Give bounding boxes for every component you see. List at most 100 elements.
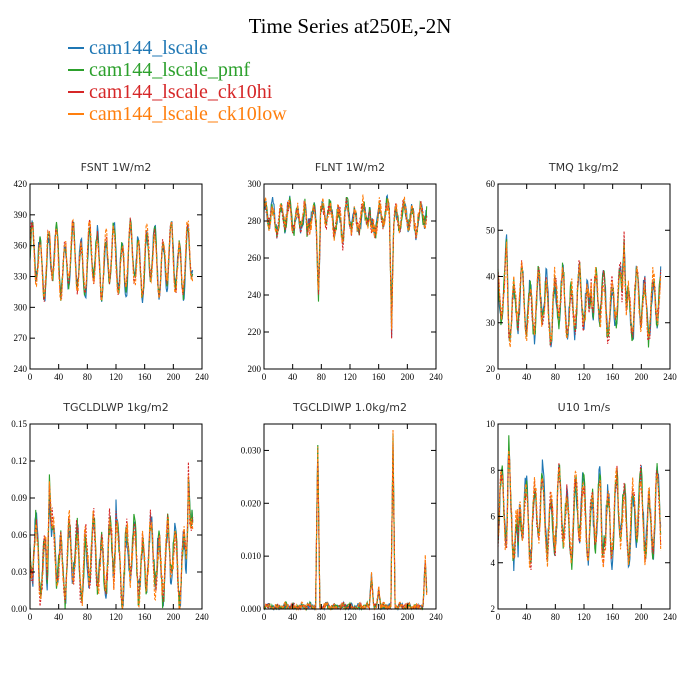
x-tick-label: 40	[522, 372, 532, 382]
series-line	[497, 452, 662, 571]
series-line	[263, 448, 428, 612]
legend-item: cam144_lscale_ck10hi	[68, 81, 287, 103]
series-line	[263, 194, 427, 330]
legend: cam144_lscale cam144_lscale_pmf cam144_l…	[68, 37, 287, 125]
x-tick-label: 200	[635, 372, 649, 382]
x-tick-label: 40	[54, 372, 64, 382]
legend-label: cam144_lscale_ck10hi	[89, 80, 273, 103]
x-tick-label: 120	[577, 372, 591, 382]
x-tick-label: 160	[606, 372, 620, 382]
x-tick-label: 200	[167, 612, 181, 622]
y-tick-label: 60	[486, 179, 496, 189]
x-tick-label: 0	[262, 612, 267, 622]
series-line	[497, 241, 662, 348]
x-tick-label: 240	[195, 372, 209, 382]
legend-item: cam144_lscale_ck10low	[68, 103, 287, 125]
panel-title: TMQ 1kg/m2	[548, 161, 619, 174]
x-tick-label: 0	[262, 372, 267, 382]
legend-label: cam144_lscale_ck10low	[89, 102, 287, 125]
panel: FSNT 1W/m2 0 40 80 120 160 200 240 240 270 300 330 3…	[14, 161, 210, 382]
plot-frame	[263, 423, 437, 610]
x-tick-label: 120	[343, 372, 357, 382]
y-tick-label: 300	[14, 302, 28, 312]
y-tick-label: 0.09	[11, 493, 27, 503]
y-tick-label: 0.15	[11, 419, 27, 429]
x-tick-label: 160	[372, 612, 386, 622]
series-line	[29, 475, 194, 610]
legend-line	[68, 113, 84, 115]
y-tick-label: 240	[248, 290, 262, 300]
y-tick-label: 20	[486, 364, 496, 374]
legend-item: cam144_lscale_pmf	[68, 59, 287, 81]
y-tick-label: 10	[486, 419, 496, 429]
x-tick-label: 240	[663, 612, 677, 622]
x-tick-label: 240	[429, 612, 443, 622]
figure-title: Time Series at250E,-2N	[248, 14, 452, 38]
x-tick-label: 40	[54, 612, 64, 622]
y-tick-label: 40	[486, 272, 496, 282]
series-line	[497, 435, 662, 570]
y-tick-label: 0.010	[241, 551, 262, 561]
y-tick-label: 30	[486, 318, 496, 328]
y-tick-label: 50	[486, 225, 496, 235]
panel: TGCLDIWP 1.0kg/m2 0 40 80 120 160 200 240 0.000 0…	[241, 401, 444, 622]
series-line	[497, 234, 662, 348]
x-tick-label: 160	[606, 612, 620, 622]
plot-frame	[263, 183, 437, 370]
x-tick-label: 40	[288, 612, 298, 622]
y-tick-label: 8	[491, 465, 496, 475]
panel-title: FLNT 1W/m2	[315, 161, 385, 174]
x-tick-label: 240	[663, 372, 677, 382]
x-tick-label: 80	[83, 612, 93, 622]
panel: TGCLDLWP 1kg/m2 0 40 80 120 160 200 240 0.00 0.03…	[11, 401, 209, 622]
plot-frame	[497, 183, 671, 370]
y-tick-label: 0.03	[11, 567, 27, 577]
legend-label: cam144_lscale_pmf	[89, 58, 251, 81]
x-tick-label: 120	[109, 372, 123, 382]
series-line	[263, 444, 428, 611]
y-tick-label: 280	[248, 216, 262, 226]
y-tick-label: 270	[14, 333, 28, 343]
x-tick-label: 120	[343, 612, 357, 622]
x-tick-label: 80	[551, 612, 561, 622]
series-line	[497, 448, 662, 572]
legend-line	[68, 47, 84, 49]
panel-title: TGCLDLWP 1kg/m2	[62, 401, 168, 414]
x-tick-label: 240	[195, 612, 209, 622]
y-tick-label: 2	[491, 604, 496, 614]
y-tick-label: 0.030	[241, 445, 262, 455]
x-tick-label: 240	[429, 372, 443, 382]
x-tick-label: 200	[167, 372, 181, 382]
y-tick-label: 4	[491, 558, 496, 568]
panel-title: U10 1m/s	[558, 401, 611, 414]
x-tick-label: 80	[83, 372, 93, 382]
y-tick-label: 260	[248, 253, 262, 263]
y-tick-label: 240	[14, 364, 28, 374]
panel: FLNT 1W/m2 0 40 80 120 160 200 240 200 220 240 260 2…	[248, 161, 444, 382]
series-line	[263, 433, 428, 612]
x-tick-label: 0	[496, 612, 501, 622]
x-tick-label: 80	[551, 372, 561, 382]
y-tick-label: 0.020	[241, 498, 262, 508]
x-tick-label: 160	[138, 612, 152, 622]
y-tick-label: 0.12	[11, 456, 27, 466]
y-tick-label: 0.00	[11, 604, 27, 614]
legend-item: cam144_lscale	[68, 37, 287, 59]
series-line	[497, 238, 662, 348]
x-tick-label: 0	[496, 372, 501, 382]
panel: U10 1m/s 0 40 80 120 160 200 240 2 4 6 8 10	[486, 401, 677, 622]
series-line	[497, 231, 662, 347]
x-tick-label: 200	[401, 612, 415, 622]
x-tick-label: 200	[401, 372, 415, 382]
x-tick-label: 40	[288, 372, 298, 382]
series-line	[263, 429, 428, 612]
y-tick-label: 420	[14, 179, 28, 189]
x-tick-label: 120	[109, 612, 123, 622]
series-line	[497, 450, 662, 568]
y-tick-label: 220	[248, 327, 262, 337]
series-line	[29, 218, 194, 302]
x-tick-label: 80	[317, 612, 327, 622]
panel-title: FSNT 1W/m2	[81, 161, 152, 174]
y-tick-label: 6	[491, 512, 496, 522]
